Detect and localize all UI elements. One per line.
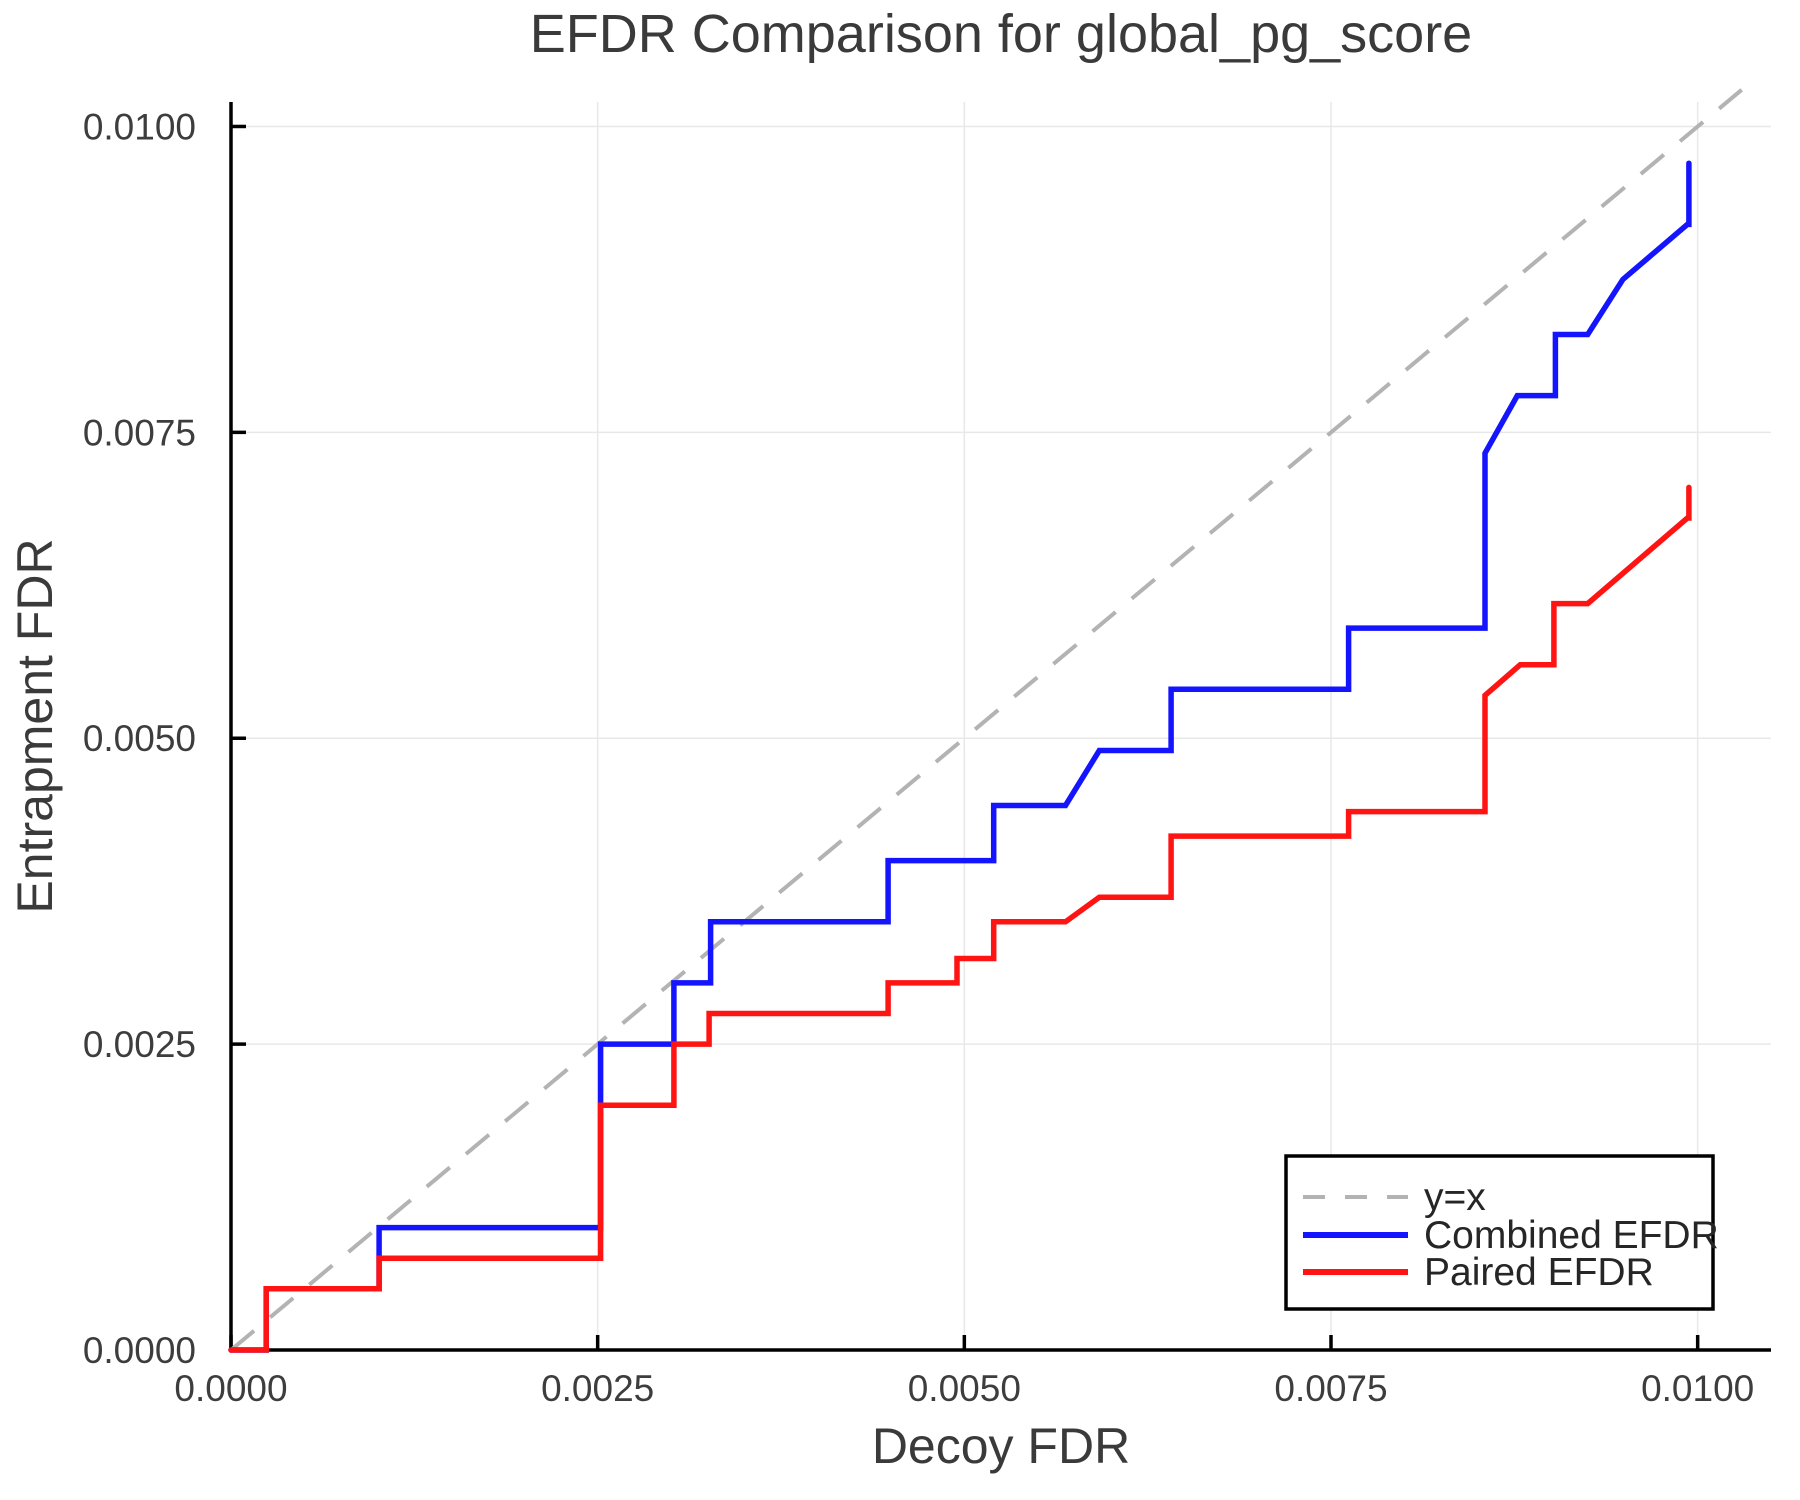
legend-label: y=x [1424, 1176, 1486, 1219]
x-tick-label: 0.0075 [1274, 1368, 1387, 1409]
y-tick-label: 0.0075 [83, 412, 196, 453]
legend-label: Combined EFDR [1424, 1214, 1719, 1257]
legend-entry-yx: y=x [1303, 1176, 1486, 1219]
data-series [228, 88, 1743, 1353]
x-tick-label: 0.0025 [541, 1368, 654, 1409]
x-tick-label: 0.0050 [908, 1368, 1021, 1409]
series-line-y-x [229, 88, 1743, 1352]
x-tick-label: 0.0100 [1641, 1368, 1754, 1409]
chart-title: EFDR Comparison for global_pg_score [530, 4, 1472, 64]
legend-label: Paired EFDR [1424, 1251, 1654, 1294]
y-tick-label: 0.0100 [83, 106, 196, 147]
legend: y=x Combined EFDR Paired EFDR [1284, 1154, 1719, 1311]
legend-entry-combined-efdr: Combined EFDR [1303, 1214, 1719, 1257]
y-tick-label: 0.0025 [83, 1024, 196, 1065]
y-axis-label: Entrapment FDR [7, 538, 63, 913]
x-axis-label: Decoy FDR [872, 1418, 1130, 1474]
x-tick-label: 0.0000 [174, 1368, 287, 1409]
y-tick-label: 0.0000 [83, 1330, 196, 1371]
axes-spines [229, 102, 1771, 1352]
legend-entry-paired-efdr: Paired EFDR [1303, 1251, 1654, 1294]
y-tick-label: 0.0050 [83, 718, 196, 759]
series-line-paired-efdr [228, 484, 1692, 1353]
gridlines [231, 102, 1771, 1350]
tick-labels: 0.0000 0.0025 0.0050 0.0075 0.0100 0.0000 0.00… [83, 106, 1754, 1409]
